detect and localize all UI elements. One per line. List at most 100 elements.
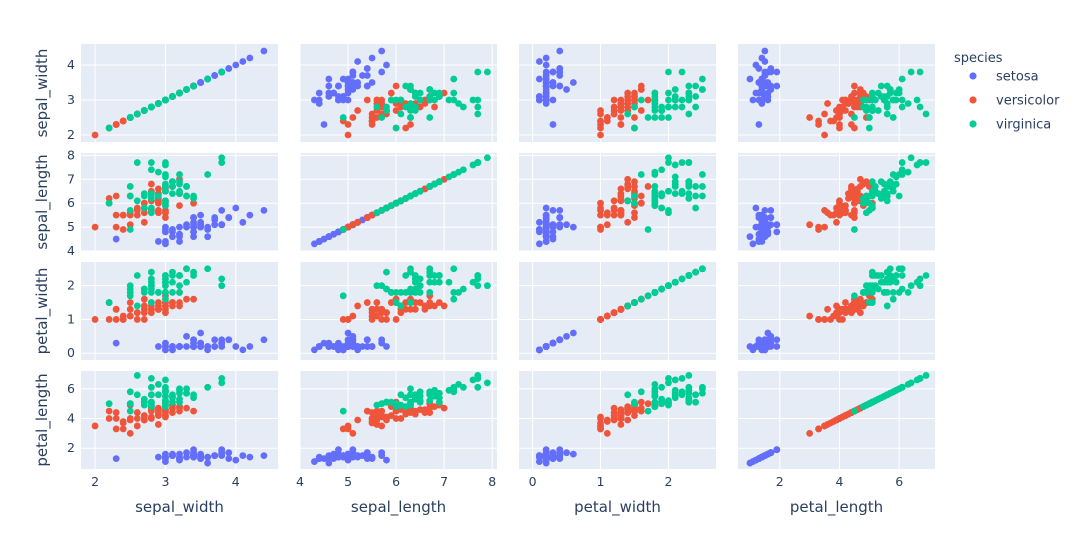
data-point[interactable]: [154, 305, 162, 313]
data-point[interactable]: [154, 343, 162, 350]
data-point[interactable]: [761, 47, 769, 55]
data-point[interactable]: [112, 235, 120, 243]
data-point[interactable]: [631, 192, 638, 200]
data-point[interactable]: [431, 89, 438, 97]
data-point[interactable]: [603, 211, 611, 219]
data-point[interactable]: [865, 192, 873, 200]
data-point[interactable]: [569, 329, 577, 337]
data-point[interactable]: [474, 110, 482, 118]
data-point[interactable]: [535, 453, 543, 461]
data-point[interactable]: [211, 216, 219, 224]
data-point[interactable]: [154, 391, 162, 399]
data-point[interactable]: [764, 79, 772, 86]
data-point[interactable]: [874, 107, 882, 114]
data-point[interactable]: [678, 190, 686, 198]
data-point[interactable]: [91, 316, 99, 323]
data-point[interactable]: [474, 103, 482, 111]
data-point[interactable]: [773, 82, 781, 90]
data-point[interactable]: [363, 82, 371, 90]
data-point[interactable]: [483, 154, 491, 162]
data-point[interactable]: [359, 72, 366, 79]
data-point[interactable]: [91, 131, 99, 139]
data-point[interactable]: [183, 192, 190, 200]
data-point[interactable]: [112, 305, 120, 313]
data-point[interactable]: [402, 103, 410, 111]
data-point[interactable]: [658, 285, 666, 293]
data-point[interactable]: [183, 278, 190, 286]
data-point[interactable]: [806, 114, 814, 121]
data-point[interactable]: [853, 96, 861, 104]
data-point[interactable]: [344, 329, 352, 337]
data-point[interactable]: [169, 233, 176, 241]
data-point[interactable]: [411, 275, 419, 283]
data-point[interactable]: [154, 289, 162, 296]
data-point[interactable]: [339, 93, 347, 100]
data-point[interactable]: [119, 425, 127, 433]
data-point[interactable]: [671, 278, 679, 286]
data-point[interactable]: [597, 206, 604, 214]
data-point[interactable]: [685, 386, 693, 394]
data-point[interactable]: [859, 403, 867, 411]
data-point[interactable]: [848, 121, 855, 128]
data-point[interactable]: [699, 171, 706, 178]
data-point[interactable]: [431, 278, 438, 286]
data-point[interactable]: [378, 339, 386, 347]
data-point[interactable]: [218, 379, 226, 387]
data-point[interactable]: [204, 233, 212, 241]
data-point[interactable]: [883, 275, 891, 283]
data-point[interactable]: [610, 197, 618, 205]
data-point[interactable]: [617, 195, 625, 202]
data-point[interactable]: [183, 343, 190, 350]
data-point[interactable]: [450, 96, 458, 104]
data-point[interactable]: [162, 183, 169, 190]
data-point[interactable]: [755, 79, 763, 86]
data-point[interactable]: [848, 211, 855, 219]
data-point[interactable]: [839, 206, 846, 214]
data-point[interactable]: [746, 343, 754, 350]
data-point[interactable]: [260, 336, 268, 344]
data-point[interactable]: [851, 82, 858, 90]
data-point[interactable]: [162, 398, 169, 406]
data-point[interactable]: [204, 453, 212, 461]
data-point[interactable]: [105, 195, 113, 202]
data-point[interactable]: [397, 289, 405, 296]
data-point[interactable]: [450, 75, 458, 83]
data-point[interactable]: [162, 282, 169, 290]
data-point[interactable]: [871, 183, 879, 190]
data-point[interactable]: [474, 96, 482, 104]
data-point[interactable]: [868, 96, 876, 104]
data-point[interactable]: [349, 343, 357, 350]
data-point[interactable]: [758, 86, 766, 93]
data-point[interactable]: [133, 422, 141, 430]
data-point[interactable]: [877, 195, 885, 202]
data-point[interactable]: [176, 171, 183, 178]
data-point[interactable]: [542, 233, 550, 241]
data-point[interactable]: [218, 154, 226, 162]
data-point[interactable]: [383, 285, 390, 293]
data-point[interactable]: [450, 171, 458, 178]
data-point[interactable]: [671, 394, 679, 402]
data-point[interactable]: [549, 228, 557, 236]
data-point[interactable]: [119, 211, 127, 219]
data-point[interactable]: [211, 72, 219, 79]
data-point[interactable]: [387, 89, 395, 97]
data-point[interactable]: [665, 379, 672, 387]
data-point[interactable]: [140, 192, 148, 200]
data-point[interactable]: [821, 131, 828, 139]
data-point[interactable]: [603, 429, 611, 437]
data-point[interactable]: [246, 343, 254, 350]
data-point[interactable]: [211, 452, 219, 460]
data-point[interactable]: [392, 82, 400, 90]
data-point[interactable]: [119, 226, 127, 233]
data-point[interactable]: [373, 299, 381, 306]
data-point[interactable]: [839, 305, 846, 313]
data-point[interactable]: [140, 204, 148, 212]
data-point[interactable]: [758, 228, 766, 236]
data-point[interactable]: [330, 343, 338, 350]
data-point[interactable]: [692, 398, 700, 406]
data-point[interactable]: [845, 100, 852, 107]
data-point[interactable]: [569, 450, 577, 458]
data-point[interactable]: [542, 223, 550, 231]
data-point[interactable]: [169, 398, 176, 406]
data-point[interactable]: [378, 449, 386, 457]
